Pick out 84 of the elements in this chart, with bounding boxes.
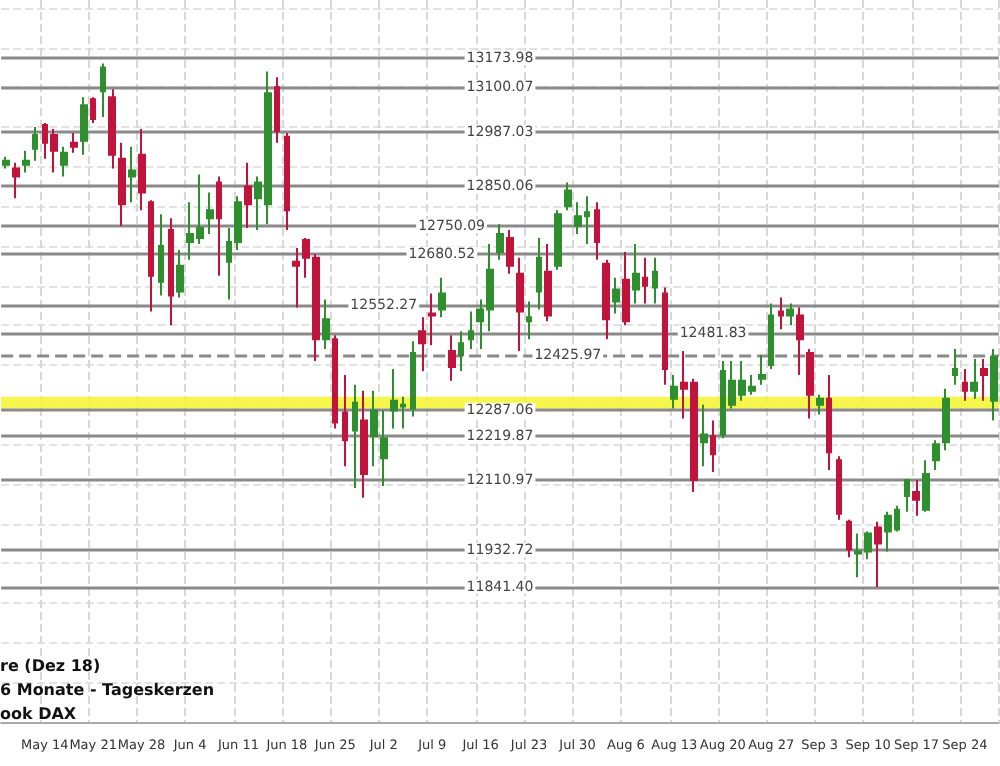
candlestick — [932, 439, 940, 472]
candlestick — [70, 131, 78, 154]
annotation: 6 Monate - Tageskerzen — [0, 681, 215, 699]
candlestick — [2, 155, 10, 170]
candlestick — [12, 161, 20, 200]
candlestick — [952, 348, 958, 386]
candlestick — [322, 298, 330, 351]
candlestick — [554, 209, 562, 271]
candlestick — [138, 127, 146, 212]
candlestick — [970, 358, 978, 400]
candlestick — [816, 393, 824, 416]
candlestick — [516, 256, 524, 353]
candlestick — [962, 367, 968, 402]
candlestick — [292, 246, 300, 309]
candlestick — [806, 348, 814, 420]
candlestick — [622, 250, 630, 327]
candlestick — [904, 479, 910, 513]
candlestick — [32, 125, 38, 162]
candlestick — [60, 145, 68, 178]
candlestick — [786, 302, 794, 327]
candlestick — [778, 296, 784, 331]
candlestick — [662, 286, 668, 386]
candlestick — [410, 340, 416, 418]
candlestick — [912, 479, 920, 517]
candlestick — [108, 88, 116, 170]
candlestick — [360, 389, 368, 499]
candlestick — [642, 256, 648, 305]
candlestick — [990, 348, 998, 422]
annotation: ook DAX — [0, 705, 78, 723]
candlestick — [602, 258, 610, 341]
candlestick — [448, 334, 456, 382]
candlestick — [536, 237, 542, 311]
candlestick — [768, 302, 774, 370]
candlestick — [128, 145, 136, 204]
candlestick — [284, 131, 290, 232]
candlestick — [710, 419, 716, 474]
candlestick — [836, 455, 842, 521]
candlestick — [118, 141, 126, 228]
candlestick — [342, 373, 348, 468]
candlestick — [352, 383, 358, 489]
candlestick — [884, 510, 892, 553]
candlestick — [526, 300, 532, 341]
candlestick — [458, 330, 464, 372]
candlestick — [244, 161, 252, 230]
candlestick — [612, 276, 620, 315]
candlestick — [390, 367, 398, 430]
candlestick — [468, 310, 474, 351]
candlestick — [632, 242, 640, 305]
candlestick — [652, 256, 658, 305]
candlestick — [496, 223, 504, 261]
candlestick — [80, 96, 88, 156]
candlestick — [418, 316, 426, 372]
candlestick — [274, 76, 280, 144]
candlestick — [90, 96, 96, 124]
candlestick — [168, 217, 174, 327]
candlestick — [564, 181, 572, 212]
candlestick — [438, 276, 446, 319]
candlestick — [796, 306, 804, 376]
candlestick — [216, 175, 222, 277]
candlestick — [574, 201, 582, 236]
candlestick — [332, 334, 338, 430]
candlestick — [758, 354, 766, 386]
candlestick — [380, 409, 388, 487]
candlestick — [148, 199, 154, 313]
candlestick — [922, 459, 930, 513]
candlestick — [980, 358, 988, 402]
candlestick — [206, 191, 214, 236]
candlestick — [874, 520, 882, 589]
candlestick — [544, 242, 552, 323]
candlestick — [700, 403, 708, 468]
candlestick — [506, 229, 514, 275]
candlestick — [22, 149, 30, 174]
candlestick — [176, 248, 184, 299]
candlestick — [670, 373, 678, 410]
candlestick — [50, 127, 58, 174]
candlestick — [826, 373, 832, 472]
candlestick — [428, 292, 436, 347]
annotation: re (Dez 18) — [0, 657, 101, 675]
candlestick — [158, 213, 164, 297]
candlestick — [370, 389, 378, 468]
candlestick — [594, 201, 600, 261]
candlestick — [942, 387, 950, 452]
candlestick — [846, 518, 852, 559]
candlestick — [100, 62, 106, 119]
